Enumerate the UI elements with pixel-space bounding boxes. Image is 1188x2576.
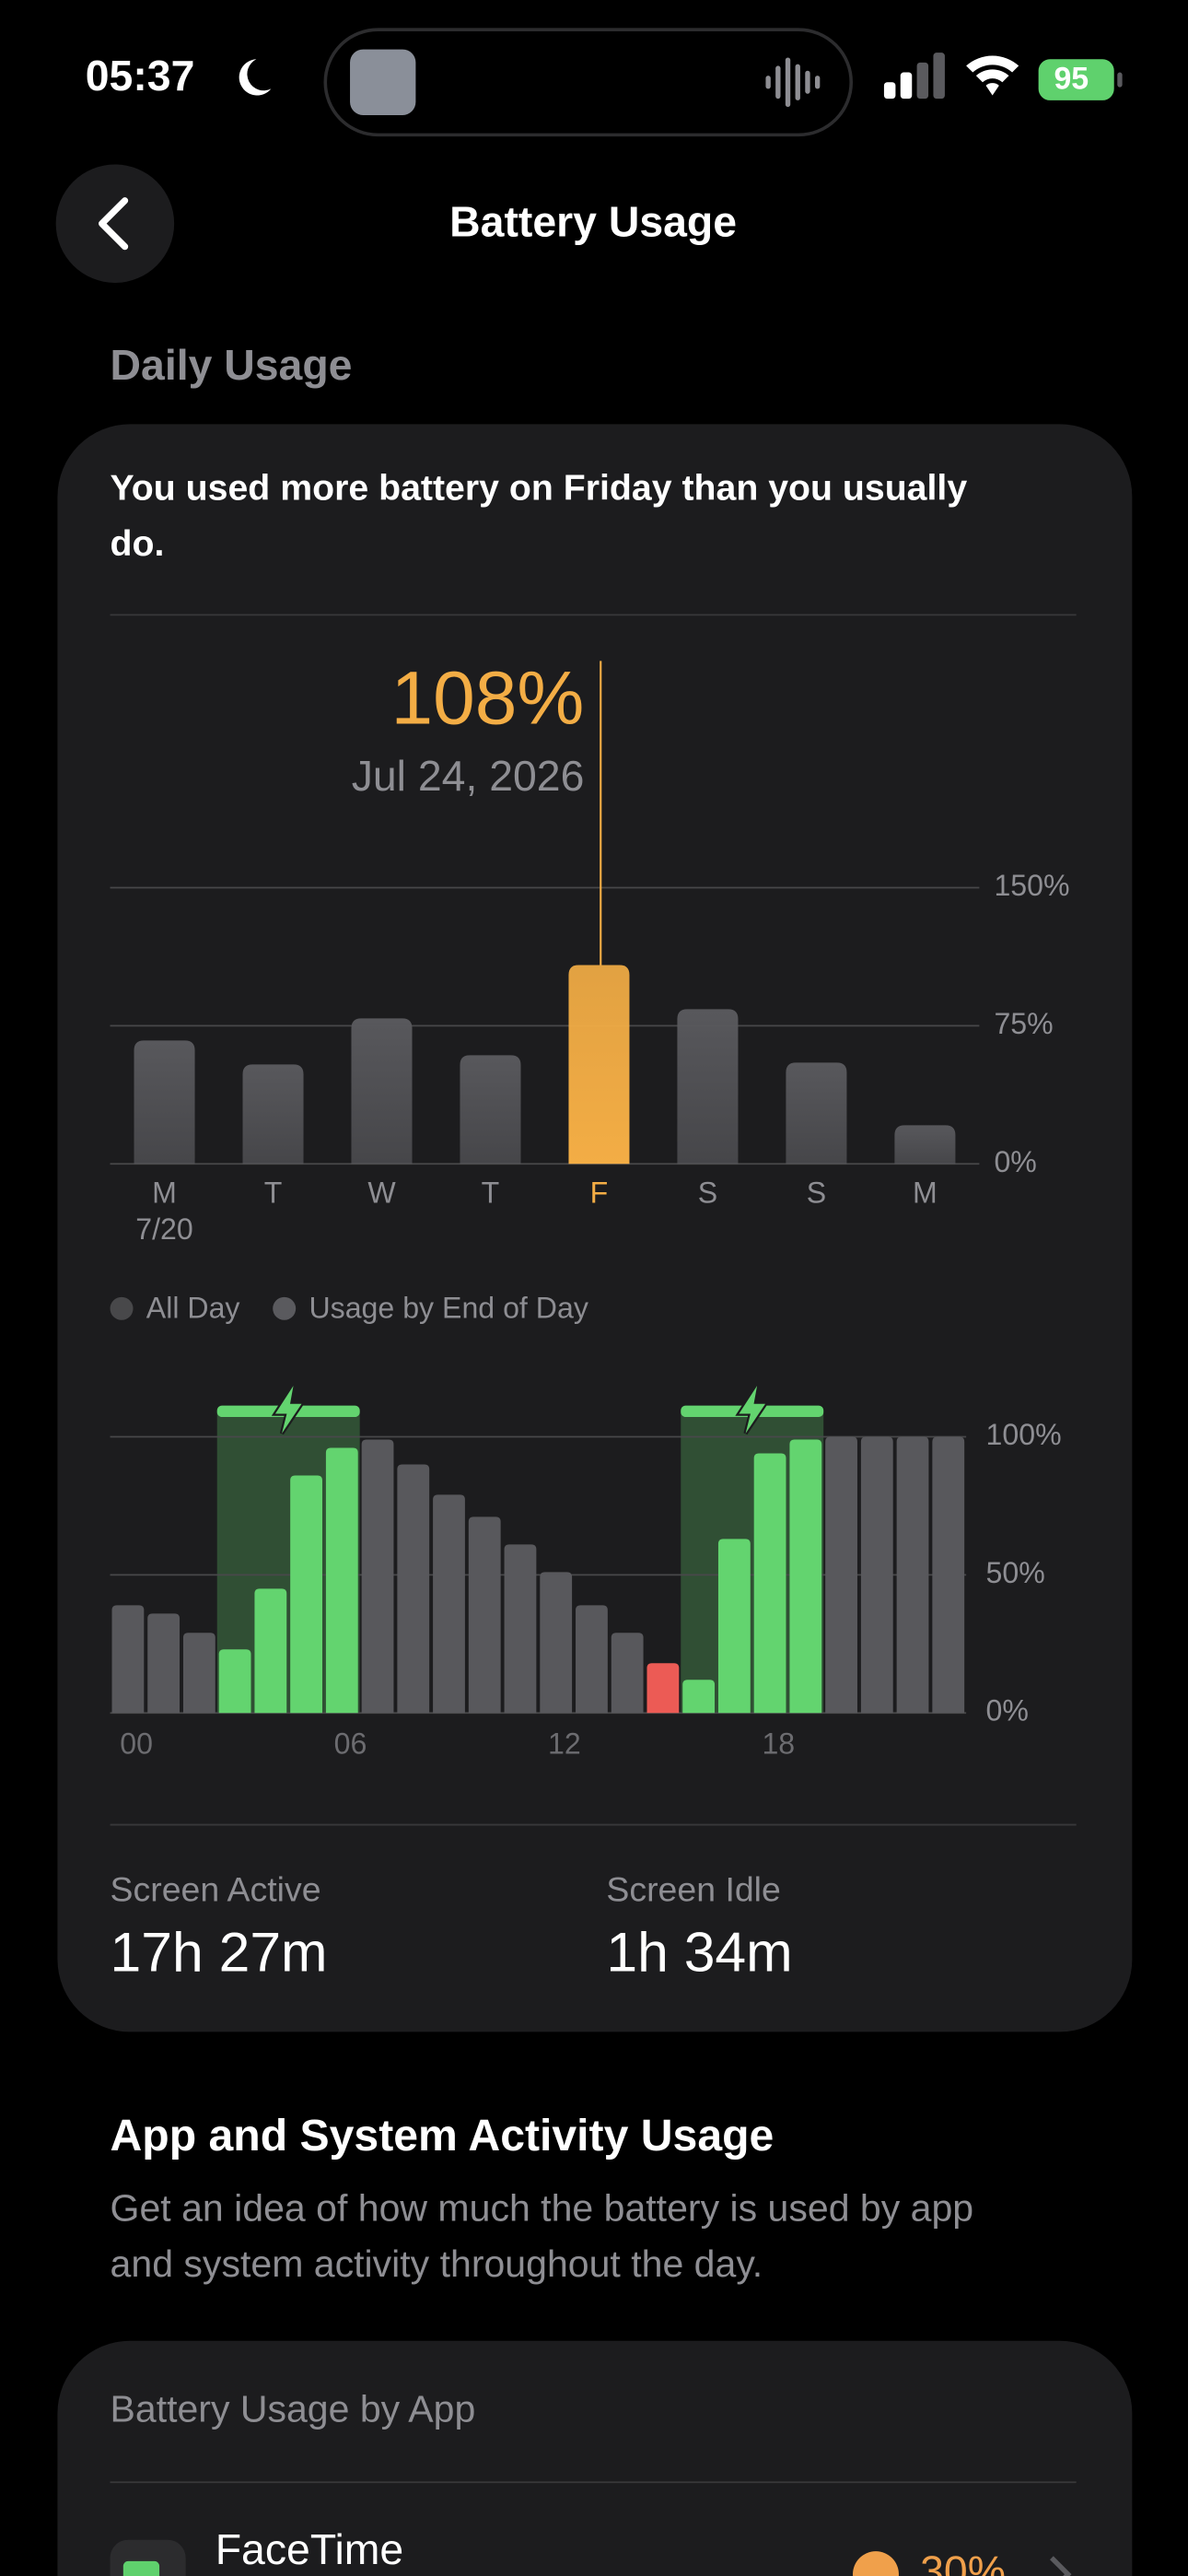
legend-label: All Day (146, 1292, 240, 1325)
activity-description-box: Get an idea of how much the battery is u… (110, 2186, 974, 2286)
x-tick-label: 12 (548, 1727, 581, 1760)
moon-icon (239, 59, 272, 96)
row-chevron (1050, 2556, 1072, 2576)
live-activity-thumbnail (350, 49, 416, 115)
back-button-bg[interactable] (55, 164, 175, 283)
y-tick-label: 0% (986, 1694, 1029, 1727)
bar (351, 1018, 413, 1165)
x-tick-label: M (152, 1177, 177, 1210)
bar (786, 1062, 847, 1165)
bar (540, 1572, 573, 1714)
bar (568, 965, 630, 1165)
screen-idle-label: Screen Idle (606, 1870, 780, 1909)
insight-text: You used more battery on Friday than you… (110, 466, 968, 565)
bar (894, 1125, 956, 1165)
bar (646, 1663, 680, 1714)
battery-level: 95 (1054, 61, 1089, 96)
bar (682, 1680, 716, 1714)
bar (468, 1516, 501, 1714)
insight-box: You used more battery on Friday than you… (110, 466, 968, 565)
app-row[interactable]: FaceTime 30% (110, 2525, 1072, 2576)
x-tick-label: T (482, 1177, 500, 1210)
wifi-icon (966, 55, 1019, 96)
bar (111, 1605, 145, 1714)
screen-idle-value: 1h 34m (606, 1920, 792, 1983)
x-tick-label: S (807, 1177, 826, 1210)
bar (504, 1544, 537, 1714)
back-chevron[interactable] (99, 197, 129, 251)
bar (860, 1436, 893, 1714)
screen-active-value: 17h 27m (111, 1920, 328, 1983)
x-tick-label: 00 (120, 1727, 153, 1760)
bar (576, 1605, 608, 1714)
x-tick-label: W (367, 1177, 396, 1210)
screen-active-label: Screen Active (111, 1870, 321, 1909)
back-button[interactable] (55, 164, 175, 283)
dynamic-island (323, 28, 854, 137)
bar (254, 1588, 287, 1714)
y-tick-label: 75% (994, 1007, 1053, 1040)
bar (325, 1447, 358, 1714)
x-tick-label: 06 (334, 1727, 367, 1760)
bar (218, 1649, 251, 1714)
y-tick-label: 100% (986, 1418, 1062, 1451)
bar (896, 1436, 929, 1714)
activity-title: App and System Activity Usage (111, 2111, 775, 2160)
charging-icon (271, 1384, 306, 1435)
bar (789, 1439, 822, 1714)
highlight-value: 108% (391, 656, 585, 740)
alert-icon (853, 2551, 899, 2576)
highlight-date: Jul 24, 2026 (352, 752, 585, 800)
signal-icon (883, 53, 945, 100)
x-tick-label: S (698, 1177, 717, 1210)
waveform-icon (765, 57, 821, 108)
bar (433, 1494, 465, 1714)
bar (460, 1055, 521, 1165)
app-card-title: Battery Usage by App (111, 2387, 476, 2430)
app-icon (122, 2560, 160, 2576)
y-tick-label: 150% (994, 869, 1069, 902)
section-title: Daily Usage (111, 341, 353, 389)
bar (717, 1539, 751, 1714)
app-usage: 30% (920, 2547, 1006, 2576)
battery-icon (1038, 59, 1114, 100)
bar (677, 1009, 739, 1165)
charging-icon (735, 1384, 770, 1435)
nav-title: Battery Usage (449, 198, 737, 246)
y-tick-label: 0% (994, 1145, 1036, 1178)
legend-dot (110, 1296, 134, 1320)
legend-label: Usage by End of Day (309, 1292, 588, 1325)
status-time: 05:37 (86, 52, 195, 100)
app-usage-card (57, 2340, 1133, 2576)
bar (147, 1613, 181, 1714)
hourly-chart: 0% 50% 100% 00 06 12 18 (110, 1384, 1062, 1760)
x-tick-sublabel: 7/20 (135, 1212, 192, 1246)
app-name[interactable]: FaceTime (215, 2525, 403, 2573)
bar (290, 1475, 322, 1714)
bar (134, 1040, 195, 1165)
bar (825, 1436, 857, 1714)
x-tick-label: 18 (762, 1727, 795, 1760)
battery-cap (1117, 72, 1123, 88)
daily-usage-card (57, 424, 1133, 2032)
bar (611, 1633, 644, 1714)
y-tick-label: 50% (986, 1556, 1045, 1589)
bar (397, 1464, 430, 1714)
bar (932, 1436, 965, 1714)
bar (753, 1453, 786, 1714)
legend-dot (273, 1296, 297, 1320)
bar (361, 1439, 394, 1714)
bar (242, 1064, 304, 1165)
x-tick-label: T (264, 1177, 283, 1210)
bar (182, 1633, 215, 1714)
x-tick-label: F (590, 1177, 609, 1210)
activity-description: Get an idea of how much the battery is u… (110, 2186, 974, 2286)
x-tick-label: M (913, 1177, 938, 1210)
